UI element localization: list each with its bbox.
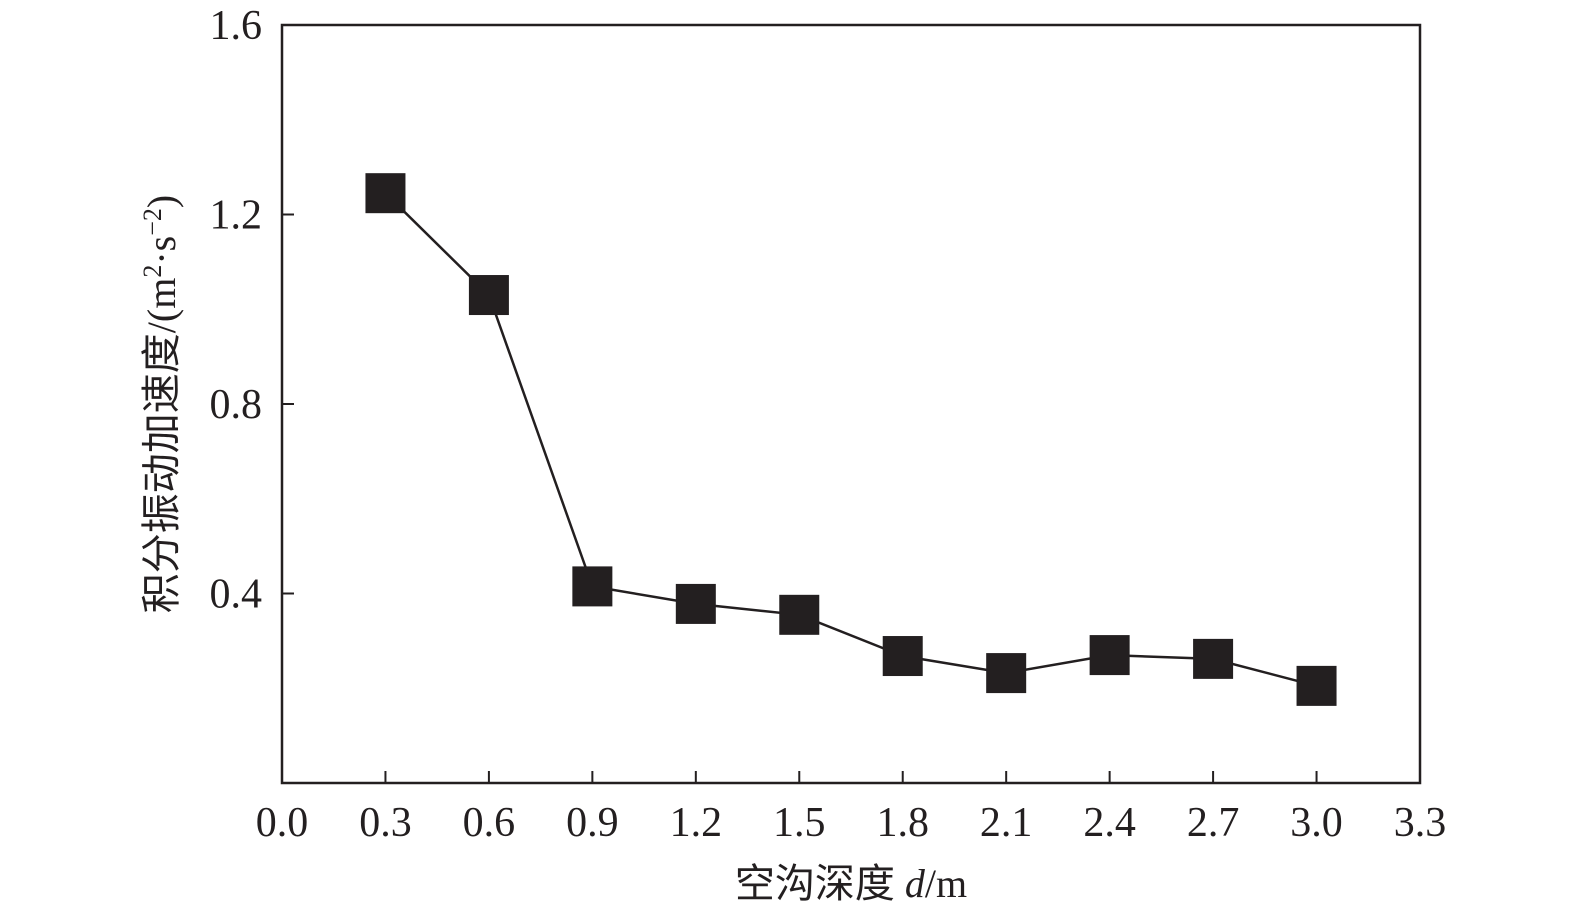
data-point-square: [1296, 665, 1337, 706]
data-point-square: [1193, 638, 1234, 679]
x-tick-label: 1.5: [773, 800, 826, 846]
series-markers: [365, 173, 1337, 706]
data-point-square: [572, 566, 613, 607]
x-tick-label: 3.3: [1394, 800, 1447, 846]
y-tick-label: 1.6: [210, 3, 263, 49]
x-axis-ticks: [384, 771, 1318, 783]
y-tick-label: 0.4: [210, 572, 263, 618]
y-tick-label: 0.8: [210, 382, 263, 428]
series-line-path: [384, 192, 1317, 688]
x-tick-label: 2.1: [980, 800, 1033, 846]
data-point-square: [1089, 635, 1130, 676]
series-line: [384, 192, 1317, 688]
data-point-square: [779, 594, 820, 635]
data-point-square: [986, 653, 1027, 694]
x-axis-tick-labels: 0.0 0.3 0.6 0.9 1.2 1.5 1.8 2.1 2.4 2.7 3.0 3.3: [256, 800, 1447, 846]
data-point-square: [365, 173, 406, 214]
x-tick-label: 3.0: [1290, 800, 1343, 846]
y-tick-label: 1.2: [210, 193, 263, 239]
y-axis-ticks: [282, 213, 294, 595]
y-axis-tick-labels: 0.4 0.8 1.2 1.6: [210, 3, 263, 618]
data-point-square: [882, 636, 923, 677]
x-axis-title: 空沟深度 d/m: [735, 861, 967, 906]
x-tick-label: 0.0: [256, 800, 309, 846]
y-axis-title: 积分振动加速度/(m2·s−2): [138, 195, 185, 613]
x-tick-label: 0.9: [566, 800, 619, 846]
x-tick-label: 1.8: [876, 800, 929, 846]
x-tick-label: 1.2: [670, 800, 723, 846]
data-point-square: [468, 275, 509, 316]
x-tick-label: 0.6: [463, 800, 516, 846]
data-point-square: [675, 583, 716, 624]
x-tick-label: 0.3: [359, 800, 412, 846]
x-tick-label: 2.4: [1083, 800, 1136, 846]
x-tick-label: 2.7: [1187, 800, 1240, 846]
